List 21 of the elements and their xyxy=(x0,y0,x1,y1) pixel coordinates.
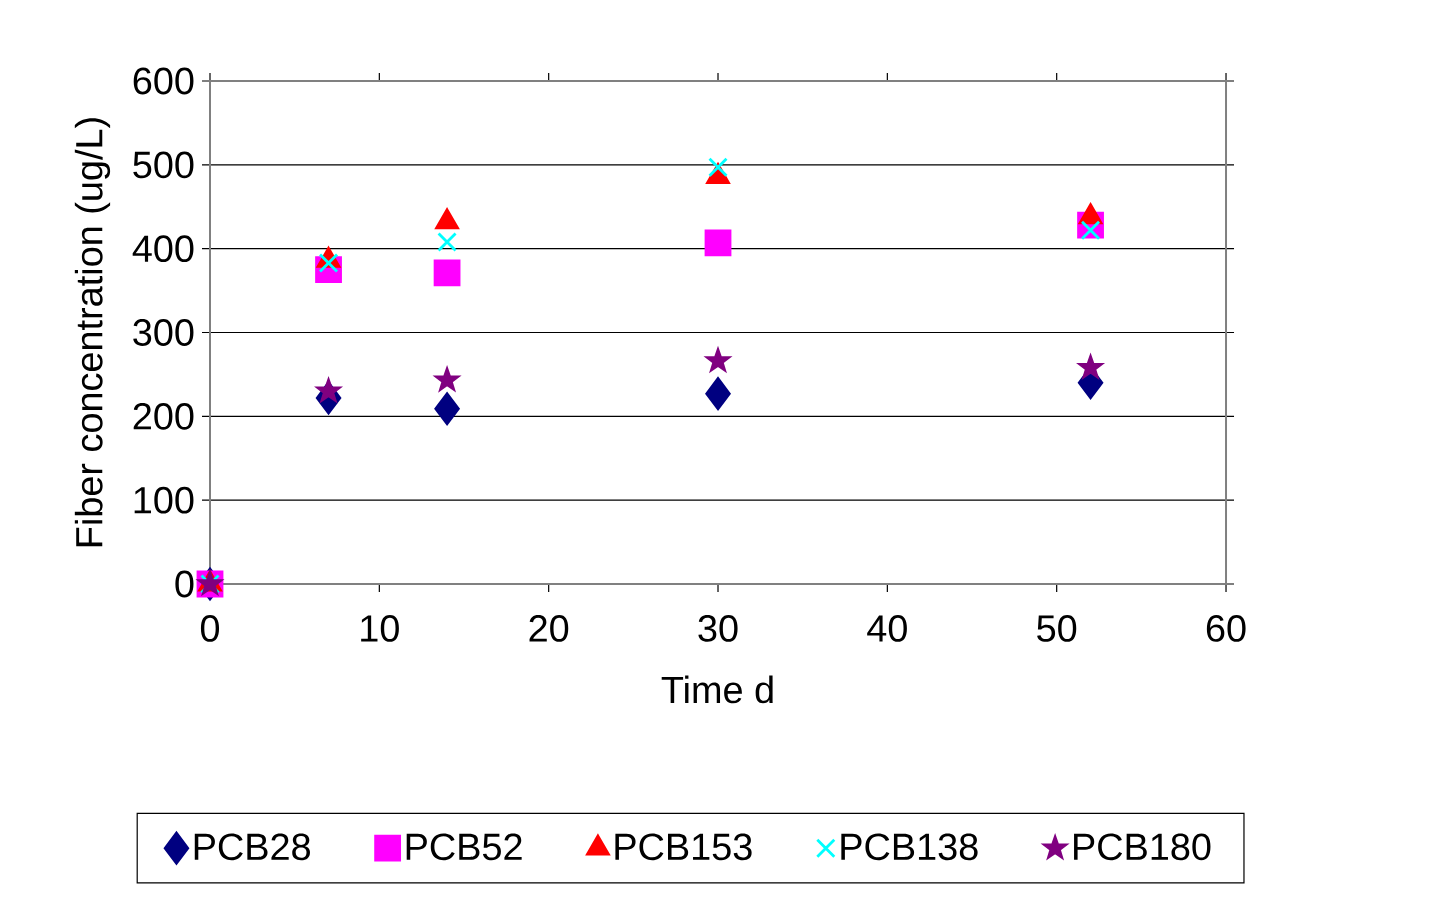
legend-label: PCB138 xyxy=(841,833,978,861)
x-tick-label: 50 xyxy=(1037,615,1077,642)
x-tick-label: 20 xyxy=(529,615,569,642)
legend-label: PCB28 xyxy=(194,833,310,861)
legend-label: PCB153 xyxy=(615,833,752,861)
x-tick-label: 30 xyxy=(698,615,738,642)
y-tick-label: 500 xyxy=(133,151,194,179)
y-tick-label: 100 xyxy=(134,486,194,514)
y-tick-label: 0 xyxy=(175,570,194,598)
x-tick-label: 10 xyxy=(361,615,399,642)
legend-label: PCB180 xyxy=(1074,833,1211,861)
y-axis-title: Fiber concentration (ug/L) xyxy=(74,118,111,547)
x-tick-label: 40 xyxy=(867,615,907,642)
y-tick-label: 300 xyxy=(133,319,194,346)
x-axis-title: Time d xyxy=(661,675,773,704)
y-tick-label: 400 xyxy=(132,235,194,263)
x-tick-label: 60 xyxy=(1206,615,1246,642)
y-tick-label: 600 xyxy=(133,67,194,95)
y-tick-label: 200 xyxy=(133,402,194,430)
x-tick-label: 0 xyxy=(200,615,220,642)
legend-label: PCB52 xyxy=(406,833,522,861)
